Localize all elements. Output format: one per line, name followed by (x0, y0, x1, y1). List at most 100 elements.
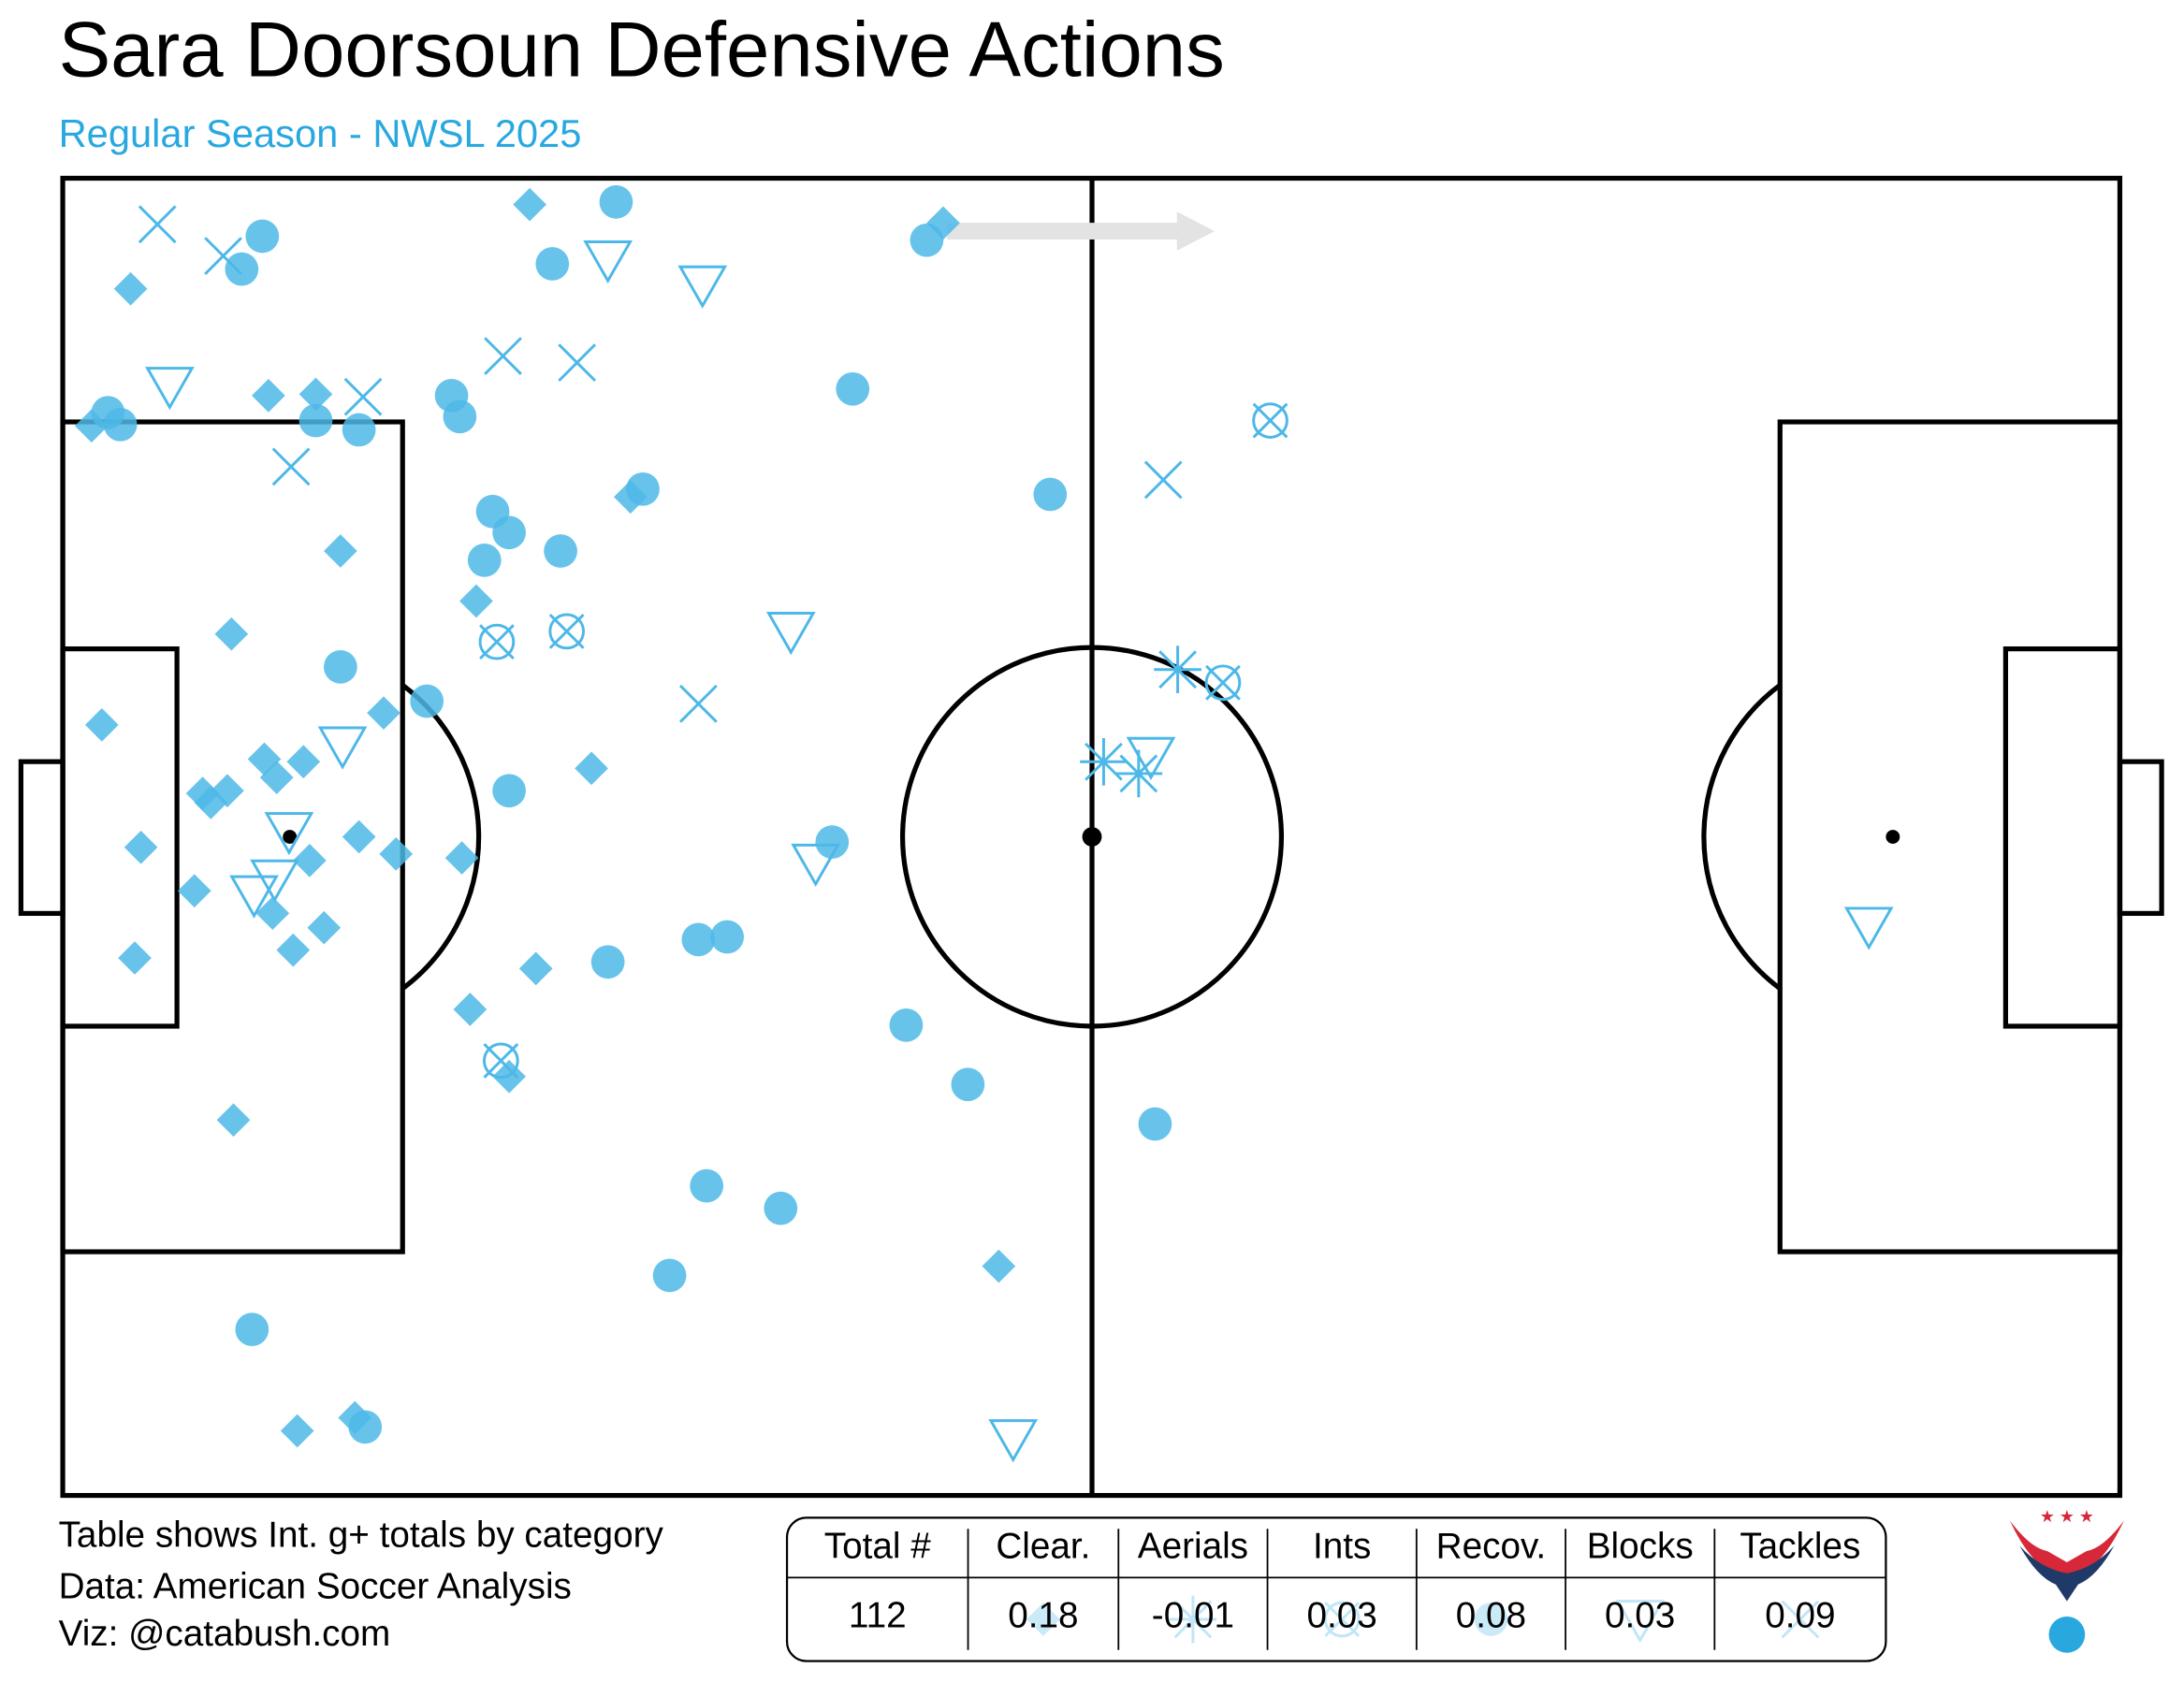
point (815, 825, 850, 860)
point (323, 534, 357, 568)
point (214, 616, 249, 651)
point (677, 265, 728, 309)
point (1843, 906, 1894, 950)
point (343, 377, 383, 416)
point (652, 1258, 687, 1293)
point (252, 378, 285, 413)
logo-wing (2019, 1545, 2115, 1602)
point (575, 751, 608, 786)
point (235, 1312, 269, 1347)
table-icon (1169, 1595, 1217, 1644)
direction-arrow (947, 211, 1215, 251)
point (216, 1103, 251, 1138)
point (225, 252, 259, 286)
note: Table shows Int. g+ totals by category (59, 1515, 664, 1555)
point (255, 896, 290, 931)
table-value: 0.09 (1765, 1596, 1835, 1636)
table-header: Ints (1313, 1526, 1371, 1566)
point (710, 920, 745, 954)
table-header: Total # (824, 1526, 931, 1566)
point (492, 774, 526, 808)
point (482, 1042, 519, 1080)
point (459, 584, 493, 618)
table-header: Blocks (1587, 1526, 1694, 1566)
point (988, 1419, 1039, 1463)
logo-ball (2048, 1617, 2086, 1653)
point (204, 237, 242, 275)
point (348, 1410, 383, 1444)
point (791, 843, 841, 888)
point (194, 786, 228, 819)
center-spot (1082, 827, 1102, 847)
point (443, 399, 477, 434)
penalty-spot (1886, 830, 1900, 844)
point (467, 543, 502, 577)
table-icon (1474, 1602, 1508, 1636)
point (544, 534, 577, 568)
point (276, 933, 311, 967)
point (307, 910, 342, 945)
point (317, 726, 368, 770)
point (513, 187, 546, 222)
six-yard-box (2002, 645, 2123, 1029)
point (764, 1191, 798, 1225)
point (1154, 645, 1201, 694)
point (590, 945, 625, 979)
note: Viz: @catabush.com (59, 1614, 391, 1654)
point (1204, 664, 1242, 702)
point (250, 859, 299, 903)
point (280, 1414, 314, 1448)
point (910, 223, 944, 257)
point (367, 696, 400, 731)
point (118, 941, 152, 975)
point (453, 993, 488, 1026)
table-icon (1323, 1601, 1361, 1638)
table-header: Aerials (1138, 1526, 1248, 1566)
note: Data: American Soccer Analysis (59, 1566, 572, 1606)
point (1080, 737, 1128, 786)
point (342, 819, 376, 854)
table-header: Recov. (1436, 1526, 1547, 1566)
logo-stars: ★ ★ ★ (2040, 1507, 2094, 1526)
point (681, 922, 716, 957)
point (599, 185, 633, 219)
penalty-arc (400, 683, 482, 991)
point (558, 343, 597, 383)
point (323, 650, 357, 684)
point (103, 407, 138, 442)
chart-subtitle: Regular Season - NWSL 2025 (59, 111, 582, 155)
point (138, 205, 177, 244)
point (765, 612, 816, 656)
table-value: 0.08 (1456, 1596, 1526, 1636)
goal (18, 759, 66, 917)
penalty-spot (283, 830, 298, 844)
point (342, 413, 376, 447)
penalty-arc (1701, 683, 1782, 991)
table-icon (1781, 1600, 1820, 1639)
pitch (18, 175, 2164, 1499)
point (690, 1168, 724, 1203)
penalty-box (1777, 419, 2123, 1254)
point (84, 707, 119, 742)
point (889, 1008, 924, 1042)
table-value: -0.01 (1152, 1596, 1234, 1636)
table-value: 0.18 (1008, 1596, 1078, 1636)
point (492, 515, 526, 550)
point (1143, 460, 1183, 500)
table-value: 0.03 (1605, 1596, 1675, 1636)
point (264, 812, 314, 856)
point (626, 471, 660, 506)
point (271, 447, 311, 486)
point (982, 1249, 1016, 1283)
goal (2117, 759, 2164, 917)
point (1126, 736, 1176, 780)
point (113, 271, 148, 306)
point (484, 337, 522, 376)
point (678, 684, 718, 723)
summary-table: Total # 112 Clear. 0.18 Aerials -0.01 Ints 0.… (785, 1516, 1887, 1662)
point (1033, 477, 1068, 512)
table-icon (1615, 1600, 1666, 1644)
point (836, 371, 870, 406)
